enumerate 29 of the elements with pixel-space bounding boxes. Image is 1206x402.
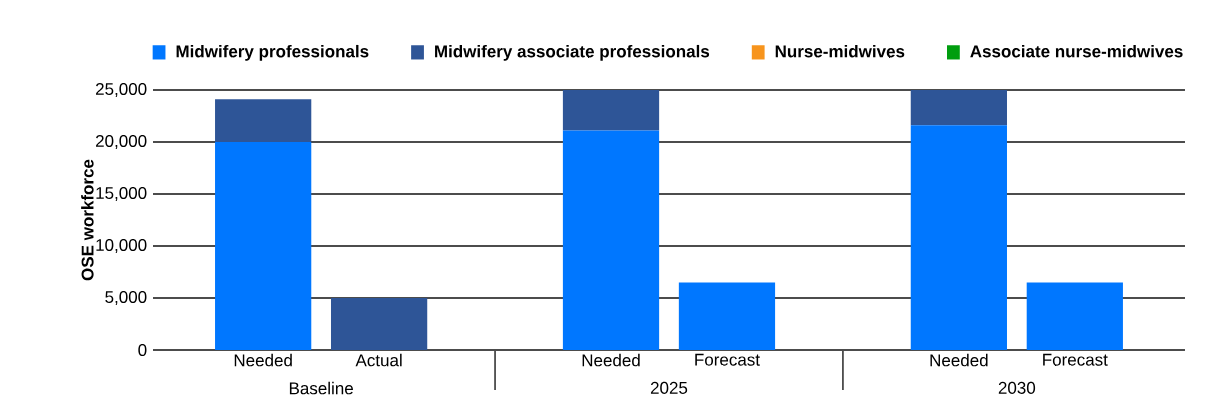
y-tick-label: 15,000 — [96, 186, 147, 202]
bar — [562, 130, 660, 350]
y-axis-title: OSE workforce — [81, 159, 94, 281]
x-tick-label: Forecast — [695, 353, 760, 366]
bar — [678, 282, 776, 350]
text: Baseline — [289, 381, 353, 395]
x-tick-label: Needed — [582, 353, 640, 367]
text: 2025 — [650, 381, 688, 394]
bar — [215, 142, 312, 350]
x-tick-label: Needed — [234, 353, 292, 367]
bar — [562, 90, 660, 131]
legend-label: Nurse-midwives — [775, 44, 905, 58]
bar — [910, 125, 1007, 350]
bar — [330, 298, 428, 350]
bar — [215, 99, 312, 142]
legend-label: Midwifery associate professionals — [435, 44, 710, 61]
bar — [1026, 282, 1123, 350]
legend-label: Associate nurse-midwives — [970, 44, 1183, 58]
y-tick-label: 10,000 — [96, 238, 147, 254]
y-tick-label: 20,000 — [96, 134, 147, 150]
y-tick-label: 0 — [138, 343, 147, 357]
y-tick-label: 25,000 — [96, 82, 147, 98]
x-tick-label: Needed — [930, 353, 988, 367]
x-tick-label: Actual — [355, 353, 402, 367]
bar — [910, 90, 1007, 126]
x-tick-label: Forecast — [1043, 353, 1108, 366]
text: 2030 — [998, 381, 1036, 394]
legend-label: Midwifery professionals — [176, 44, 369, 61]
y-tick-label: 5,000 — [105, 290, 147, 306]
